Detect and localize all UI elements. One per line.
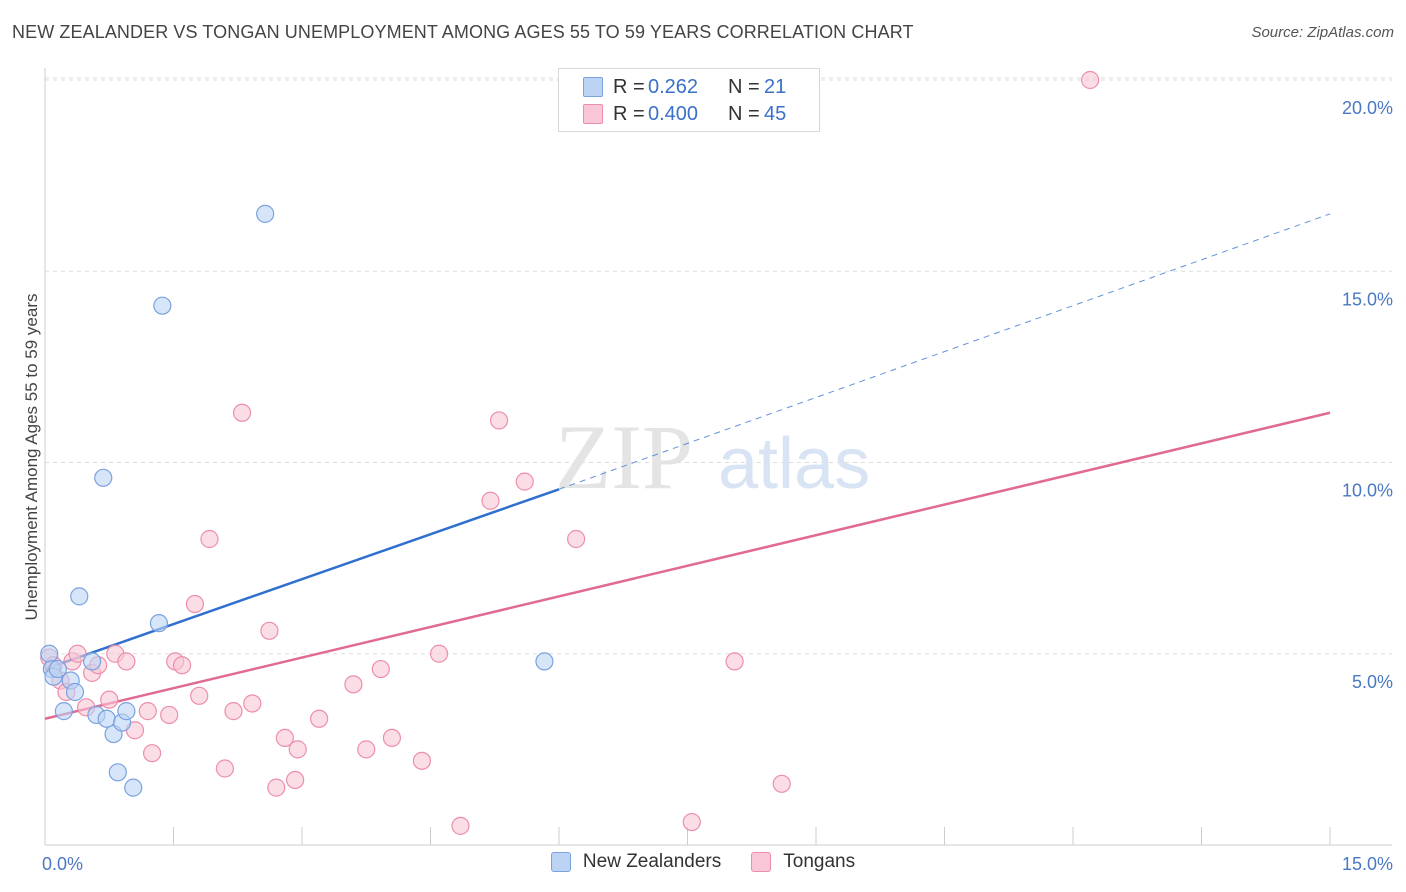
- point-tongan: [725, 652, 744, 671]
- point-new-zealander: [65, 682, 85, 702]
- point-tongan: [481, 491, 500, 510]
- point-new-zealander: [54, 702, 73, 721]
- data-points: [40, 70, 1100, 835]
- point-tongan: [275, 728, 294, 748]
- point-tongan: [1081, 70, 1100, 90]
- point-tongan: [357, 740, 376, 759]
- point-tongan: [489, 411, 509, 430]
- point-tongan: [310, 709, 329, 728]
- point-tongan: [100, 690, 119, 709]
- point-tongan: [160, 705, 179, 725]
- legend-r-label: R =: [613, 102, 645, 125]
- point-tongan: [682, 812, 701, 832]
- point-tongan: [567, 529, 586, 549]
- y-tick-label: 20.0%: [1342, 98, 1393, 118]
- legend-swatch-blue: [550, 852, 571, 872]
- point-new-zealander: [256, 204, 275, 223]
- point-tongan: [243, 694, 262, 713]
- legend-item-tongans: Tongans: [751, 851, 855, 873]
- legend-label-tongans: Tongans: [783, 851, 856, 872]
- point-new-zealander: [94, 468, 113, 487]
- point-new-zealander: [48, 659, 67, 679]
- y-tick-label: 5.0%: [1352, 672, 1393, 692]
- legend-label-new-zealanders: New Zealanders: [582, 851, 722, 872]
- y-axis-label: Unemployment Among Ages 55 to 59 years: [22, 294, 41, 621]
- point-tongan: [772, 774, 791, 793]
- point-tongan: [232, 403, 252, 422]
- point-tongan: [288, 740, 307, 759]
- trend-line-tongans: [44, 411, 1331, 720]
- legend-n-value: 21: [764, 75, 787, 98]
- point-new-zealander: [40, 644, 59, 663]
- point-new-zealander: [124, 778, 143, 797]
- point-tongan: [68, 644, 87, 663]
- legend-swatch-blue: [583, 77, 603, 97]
- legend-n-value: 45: [764, 102, 787, 125]
- legend-row-new-zealanders: R = 0.262 N = 21: [583, 75, 786, 99]
- stats-legend: R = 0.262 N = 21 R = 0.400 N = 45: [558, 68, 820, 132]
- point-tongan: [138, 702, 157, 721]
- y-tick-label: 10.0%: [1342, 481, 1393, 501]
- point-tongan: [224, 702, 243, 721]
- point-tongan: [185, 594, 205, 614]
- point-tongan: [215, 759, 234, 778]
- point-tongan: [382, 728, 402, 748]
- legend-n-label: N =: [728, 75, 760, 98]
- point-tongan: [260, 621, 279, 640]
- legend-r-label: R =: [613, 75, 645, 98]
- chart-title: NEW ZEALANDER VS TONGAN UNEMPLOYMENT AMO…: [12, 22, 914, 42]
- x-tick-label-min: 0.0%: [42, 854, 83, 874]
- point-tongan: [267, 778, 286, 797]
- legend-n-label: N =: [728, 102, 760, 125]
- watermark-atlas: atlas: [718, 424, 870, 504]
- point-new-zealander: [97, 709, 116, 728]
- trend-line-new-zealanders: [44, 488, 560, 671]
- legend-swatch-pink: [751, 852, 772, 872]
- point-tongan: [117, 652, 136, 671]
- source-label: Source: ZipAtlas.com: [1251, 24, 1394, 41]
- point-tongan: [451, 816, 470, 835]
- point-tongan: [286, 770, 305, 790]
- trend-lines: [44, 213, 1331, 720]
- watermark-zip: ZIP: [555, 406, 693, 508]
- point-new-zealander: [149, 614, 169, 633]
- gridlines: [45, 77, 1392, 655]
- legend-item-new-zealanders: New Zealanders: [550, 851, 722, 873]
- point-new-zealander: [153, 296, 172, 315]
- trend-line-new-zealanders-extension: [558, 213, 1331, 490]
- point-tongan: [142, 744, 162, 763]
- axes: [44, 68, 1392, 846]
- point-tongan: [172, 656, 192, 675]
- legend-r-value: 0.400: [648, 102, 699, 125]
- y-tick-label: 15.0%: [1342, 289, 1393, 309]
- legend-r-value: 0.262: [648, 75, 699, 98]
- point-tongan: [190, 686, 209, 705]
- point-new-zealander: [535, 652, 554, 671]
- legend-swatch-pink: [583, 104, 603, 124]
- point-new-zealander: [70, 587, 89, 606]
- point-tongan: [371, 659, 390, 679]
- point-tongan: [429, 644, 449, 663]
- axis-labels: 5.0% 10.0% 15.0% 20.0% 0.0% 15.0% Unemployment…: [22, 98, 1393, 874]
- point-new-zealander: [108, 763, 127, 782]
- point-tongan: [412, 751, 432, 770]
- point-new-zealander: [117, 702, 136, 721]
- watermark: ZIP atlas: [555, 406, 870, 508]
- x-tick-label-max: 15.0%: [1342, 854, 1393, 874]
- point-tongan: [515, 472, 534, 491]
- point-tongan: [344, 675, 363, 694]
- point-tongan: [200, 529, 219, 549]
- point-new-zealander: [83, 652, 102, 671]
- series-legend: New Zealanders Tongans: [0, 851, 1406, 873]
- legend-row-tongans: R = 0.400 N = 45: [583, 102, 786, 126]
